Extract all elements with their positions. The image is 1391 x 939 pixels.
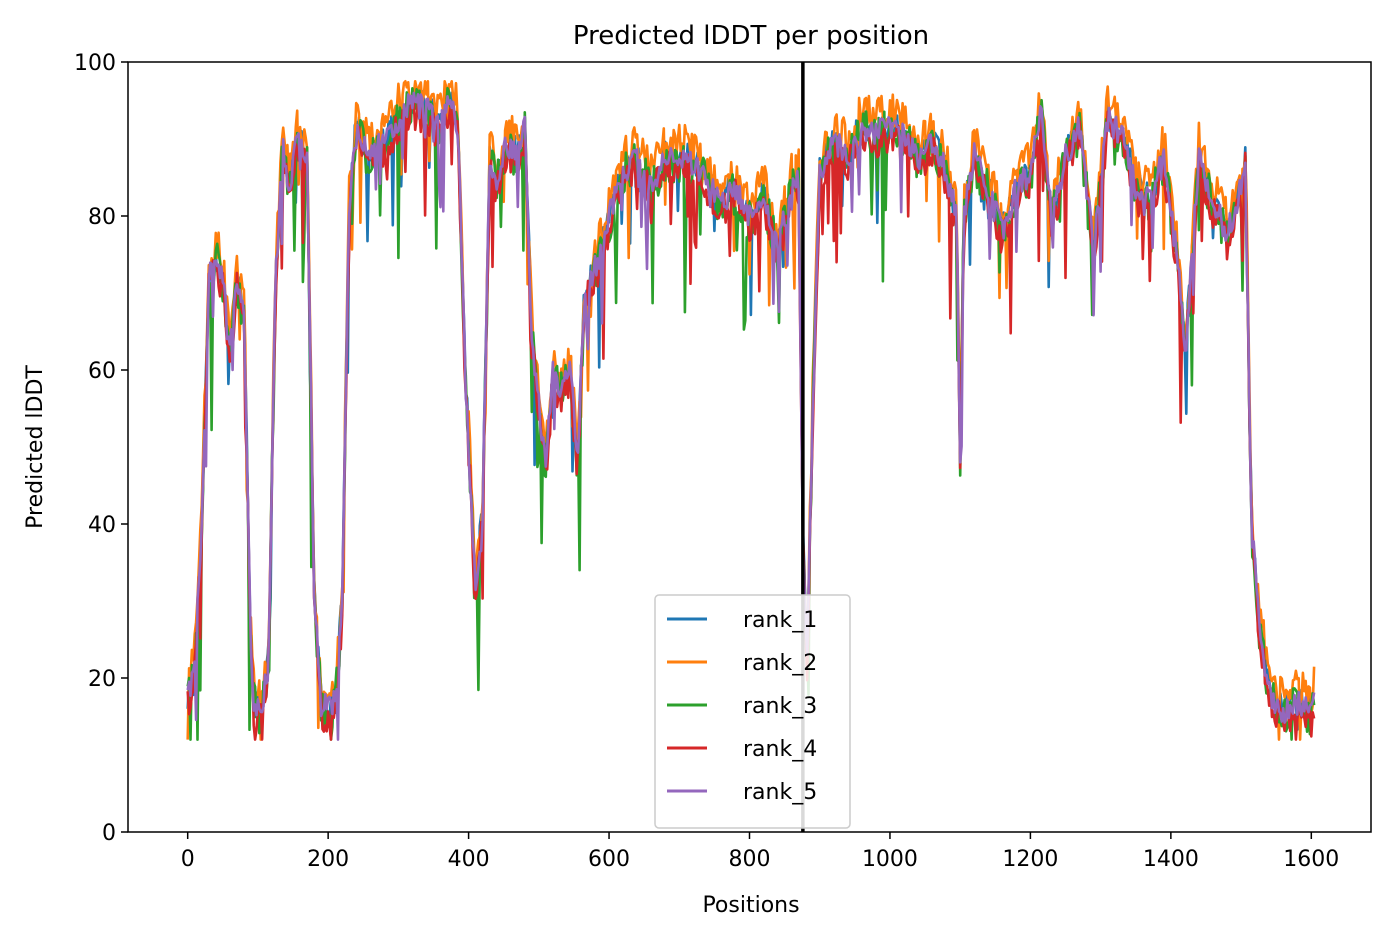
x-axis-title: Positions [702,893,799,918]
y-tick-label: 80 [88,205,116,230]
y-axis-title: Predicted lDDT [23,365,48,529]
legend-label-rank_4: rank_4 [743,737,817,762]
y-tick-label: 100 [74,51,116,76]
series-line-rank_5 [186,91,1316,741]
x-tick-label: 1600 [1283,847,1339,872]
legend-box [654,594,851,829]
x-tick-label: 1400 [1143,847,1199,872]
legend: rank_1 rank_2 rank_3 rank_4 rank_5 [654,594,851,829]
y-tick-label: 40 [88,513,116,538]
legend-label-rank_1: rank_1 [743,608,817,633]
series-layer [186,80,1316,741]
legend-label-rank_3: rank_3 [743,694,817,719]
x-tick-label: 400 [448,847,490,872]
y-axis: 0 20 40 60 80 100 [74,51,128,846]
y-tick-label: 60 [88,359,116,384]
x-tick-label: 800 [729,847,771,872]
y-tick-label: 20 [88,667,116,692]
x-tick-label: 1000 [862,847,918,872]
legend-label-rank_2: rank_2 [743,651,817,676]
y-tick-label: 0 [102,821,116,846]
x-tick-label: 200 [307,847,349,872]
x-tick-label: 1200 [1002,847,1058,872]
x-axis: 0 200 400 600 800 1000 1200 1400 1600 [181,832,1339,872]
chart-title: Predicted lDDT per position [573,21,929,51]
x-tick-label: 0 [181,847,195,872]
x-tick-label: 600 [588,847,630,872]
legend-label-rank_5: rank_5 [743,780,817,805]
